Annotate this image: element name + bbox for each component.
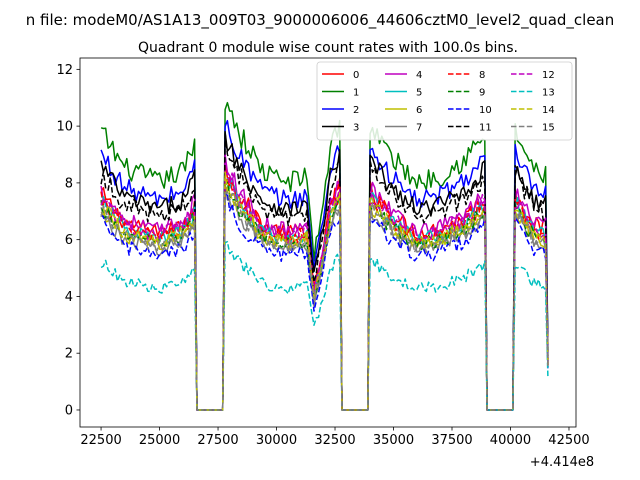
x-tick-label: 37500 xyxy=(431,433,472,448)
y-tick-label: 0 xyxy=(65,403,73,418)
chart-title: Quadrant 0 module wise count rates with … xyxy=(138,40,518,56)
legend-label-11: 11 xyxy=(479,123,492,134)
y-tick-label: 10 xyxy=(56,120,73,135)
x-tick-label: 27500 xyxy=(197,433,238,448)
series-line-2 xyxy=(100,119,549,411)
figure-suptitle: n file: modeM0/AS1A13_009T03_9000006006_… xyxy=(26,11,615,30)
legend-label-13: 13 xyxy=(542,88,555,99)
series-line-14 xyxy=(100,171,549,411)
legend-label-3: 3 xyxy=(353,123,359,134)
plot-frame xyxy=(79,57,577,428)
legend-label-0: 0 xyxy=(353,70,359,81)
axes-layer: 22500 25000 27500 30000 32500 35000 37500 40000… xyxy=(56,57,590,448)
x-tick-label: 42500 xyxy=(548,433,589,448)
y-tick-label: 2 xyxy=(65,347,73,362)
x-tick-label: 40000 xyxy=(490,433,531,448)
legend-label-1: 1 xyxy=(353,88,359,99)
series-line-11 xyxy=(100,132,549,411)
x-tick-label: 35000 xyxy=(373,433,414,448)
legend-label-2: 2 xyxy=(353,105,359,116)
legend-label-15: 15 xyxy=(542,123,555,134)
legend-label-4: 4 xyxy=(416,70,422,81)
x-offset-label: +4.414e8 xyxy=(530,455,594,470)
series-line-15 xyxy=(100,191,549,411)
y-tick-label: 6 xyxy=(65,233,73,248)
legend-label-9: 9 xyxy=(479,88,485,99)
y-tick-label: 4 xyxy=(65,290,73,305)
legend-label-7: 7 xyxy=(416,123,422,134)
series-line-3 xyxy=(100,131,549,411)
legend-label-12: 12 xyxy=(542,70,555,81)
legend-label-8: 8 xyxy=(479,70,485,81)
x-tick-label: 25000 xyxy=(139,433,180,448)
series-line-9 xyxy=(100,181,549,411)
x-tick-label: 32500 xyxy=(314,433,355,448)
y-tick-label: 8 xyxy=(65,176,73,191)
legend-label-5: 5 xyxy=(416,88,422,99)
series-layer xyxy=(100,101,549,411)
series-line-1 xyxy=(100,101,549,411)
legend-label-14: 14 xyxy=(542,105,555,116)
legend-label-10: 10 xyxy=(479,105,492,116)
x-tick-label: 30000 xyxy=(256,433,297,448)
y-tick-label: 12 xyxy=(56,63,73,78)
series-line-13 xyxy=(100,240,549,411)
series-line-10 xyxy=(100,192,549,411)
legend-label-6: 6 xyxy=(416,105,422,116)
x-tick-label: 22500 xyxy=(80,433,121,448)
legend-box xyxy=(316,61,573,141)
